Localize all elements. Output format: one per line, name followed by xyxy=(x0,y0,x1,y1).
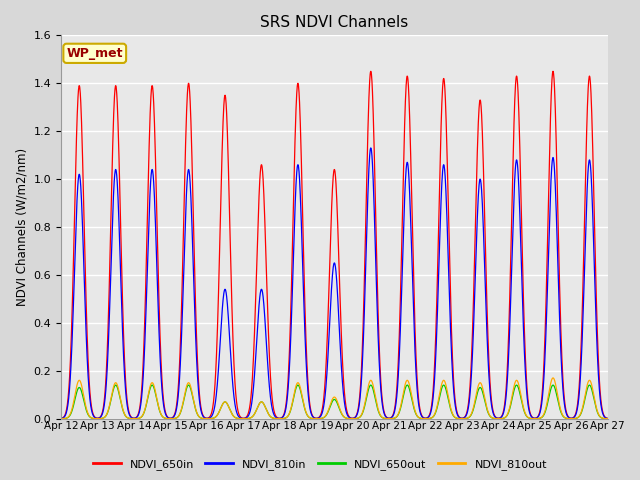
NDVI_810out xyxy=(57,416,65,421)
NDVI_650in xyxy=(556,282,563,288)
NDVI_650out xyxy=(571,416,579,421)
Text: WP_met: WP_met xyxy=(67,47,123,60)
NDVI_650in xyxy=(362,213,370,219)
NDVI_810in xyxy=(493,415,501,421)
NDVI_810out xyxy=(493,416,501,421)
NDVI_650in xyxy=(493,415,501,421)
Line: NDVI_650out: NDVI_650out xyxy=(61,385,608,419)
NDVI_650out xyxy=(556,404,563,409)
Title: SRS NDVI Channels: SRS NDVI Channels xyxy=(260,15,408,30)
NDVI_650in xyxy=(57,416,65,421)
NDVI_810in xyxy=(362,258,370,264)
NDVI_650in xyxy=(549,68,557,74)
NDVI_810out xyxy=(239,416,247,421)
Line: NDVI_650in: NDVI_650in xyxy=(61,71,608,419)
NDVI_810out xyxy=(549,375,557,381)
Legend: NDVI_650in, NDVI_810in, NDVI_650out, NDVI_810out: NDVI_650in, NDVI_810in, NDVI_650out, NDV… xyxy=(89,455,551,474)
NDVI_810out xyxy=(350,416,358,421)
NDVI_810in xyxy=(210,409,218,415)
NDVI_810in xyxy=(571,414,579,420)
NDVI_810in xyxy=(350,415,358,421)
NDVI_650out xyxy=(362,398,370,404)
NDVI_810in xyxy=(367,145,374,151)
NDVI_650in xyxy=(350,415,358,421)
NDVI_650out xyxy=(604,416,612,421)
NDVI_650out xyxy=(493,416,501,421)
NDVI_650in xyxy=(604,416,612,421)
NDVI_650out xyxy=(57,416,65,421)
NDVI_650in xyxy=(210,399,218,405)
NDVI_650in xyxy=(571,413,579,419)
NDVI_650out xyxy=(586,382,593,388)
NDVI_810out xyxy=(556,404,564,409)
NDVI_810out xyxy=(362,394,370,400)
Line: NDVI_810out: NDVI_810out xyxy=(61,378,608,419)
NDVI_810out xyxy=(604,416,612,421)
NDVI_650out xyxy=(210,415,218,421)
NDVI_810out xyxy=(210,415,218,421)
NDVI_810in xyxy=(604,416,612,421)
Line: NDVI_810in: NDVI_810in xyxy=(61,148,608,419)
NDVI_810in xyxy=(556,315,563,321)
Y-axis label: NDVI Channels (W/m2/nm): NDVI Channels (W/m2/nm) xyxy=(15,148,28,306)
NDVI_810out xyxy=(571,416,579,421)
NDVI_810in xyxy=(57,416,65,421)
NDVI_650out xyxy=(350,416,358,421)
